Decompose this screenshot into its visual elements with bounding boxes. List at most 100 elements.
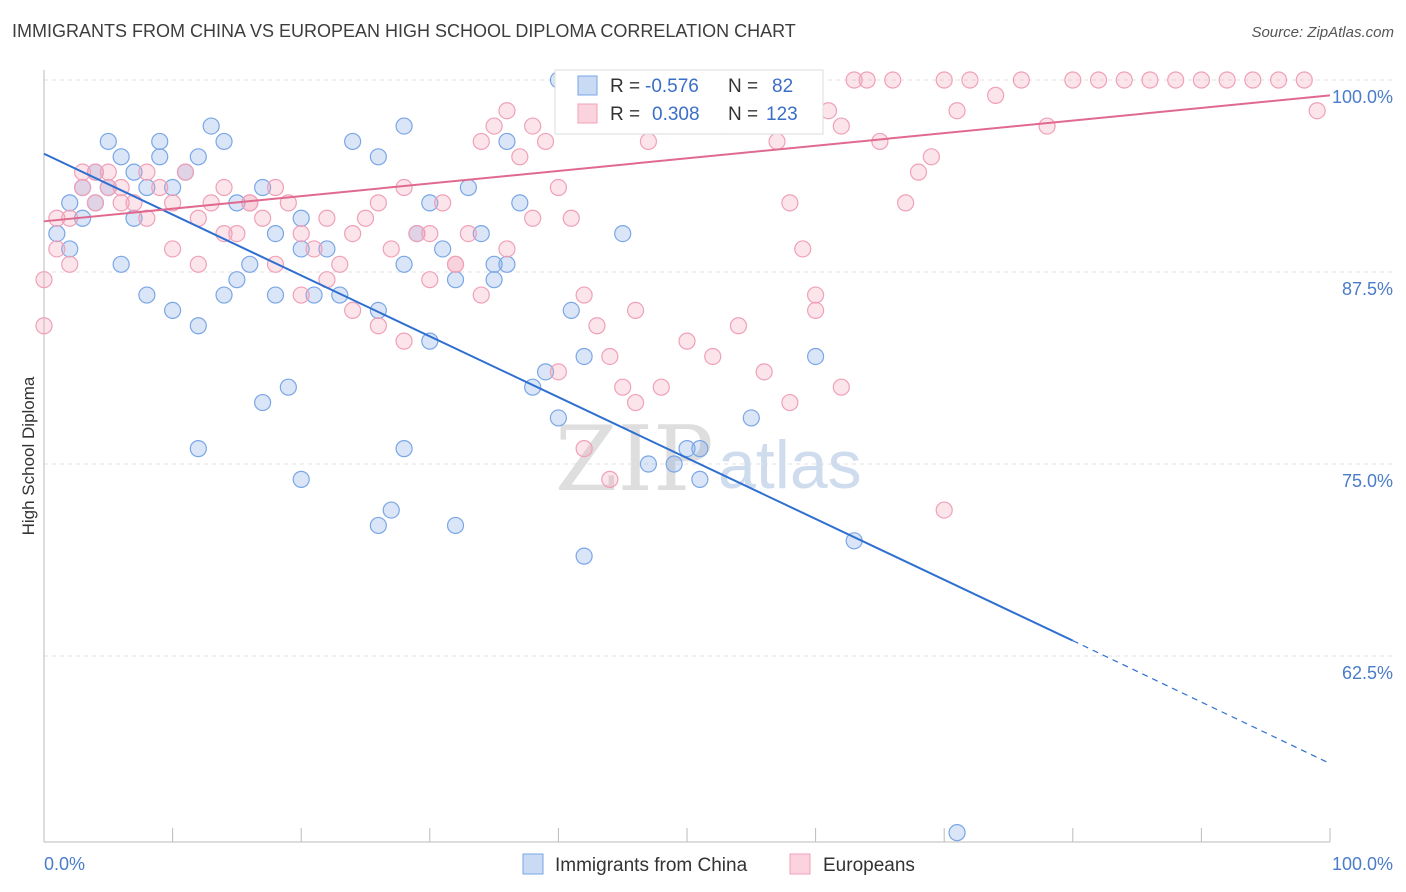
y-tick-label: 75.0% [1342, 471, 1393, 491]
europeans-point [421, 271, 439, 289]
china-point [228, 271, 246, 289]
europeans-point [35, 271, 53, 289]
europeans-point [652, 378, 670, 396]
china-point [189, 148, 207, 166]
europeans-point [1308, 102, 1326, 120]
legend-r-value-china: -0.576 [645, 76, 699, 97]
y-tick-label: 87.5% [1342, 279, 1393, 299]
europeans-point [806, 301, 825, 319]
europeans-point [768, 132, 786, 151]
europeans-point [331, 255, 349, 273]
china-point [138, 286, 156, 304]
china-point [125, 163, 143, 181]
china-point [138, 178, 156, 197]
china-point [421, 194, 439, 212]
series-legend-swatch-europeans [789, 853, 811, 875]
china-point [369, 148, 387, 166]
europeans-point [897, 194, 915, 212]
europeans-point [909, 163, 928, 181]
europeans-point [86, 194, 105, 212]
europeans-point [73, 178, 92, 197]
trend-lines [43, 94, 1331, 765]
europeans-point [395, 332, 413, 350]
europeans-point [459, 225, 477, 243]
china-point [292, 470, 310, 488]
europeans-point [446, 255, 465, 273]
watermark-atlas: atlas [718, 427, 862, 503]
europeans-point [961, 71, 979, 89]
china-point [498, 255, 516, 273]
europeans-point [189, 255, 207, 273]
europeans-point [1115, 71, 1133, 89]
china-point [369, 516, 387, 535]
china-point [344, 132, 362, 151]
china-point [215, 286, 233, 304]
europeans-point [1141, 71, 1159, 89]
europeans-point [215, 178, 233, 197]
china-point [549, 409, 568, 427]
china-point [99, 132, 117, 151]
europeans-point [305, 240, 323, 258]
europeans-point [35, 317, 53, 335]
europeans-point [781, 393, 799, 412]
europeans-point [1064, 71, 1082, 89]
china-point [305, 286, 323, 304]
china-point [292, 209, 310, 227]
europeans-point [524, 117, 542, 135]
legend-swatch-china [577, 75, 598, 96]
china-point [189, 317, 207, 335]
series-legend-label-europeans: Europeans [823, 855, 915, 876]
europeans-point [884, 71, 902, 89]
europeans-point [1167, 71, 1185, 89]
chart-title: IMMIGRANTS FROM CHINA VS EUROPEAN HIGH S… [12, 21, 796, 41]
china-point [189, 440, 207, 458]
china-point [742, 409, 760, 427]
legend-n-value-europeans: 123 [766, 104, 798, 125]
china-point [125, 209, 143, 227]
series-legend-label-china: Immigrants from China [555, 855, 748, 876]
europeans-point [1218, 71, 1236, 89]
china-point [446, 271, 465, 289]
europeans-point [254, 209, 272, 227]
y-tick-label: 100.0% [1332, 87, 1393, 107]
europeans-point [369, 194, 387, 212]
china-point [202, 117, 220, 135]
europeans-point [935, 71, 953, 89]
china-point [112, 255, 130, 273]
china-point [395, 117, 413, 135]
china-point [511, 194, 529, 212]
europeans-point [408, 225, 426, 243]
legend-n-label-europeans: N = [728, 104, 758, 125]
europeans-point [601, 347, 619, 366]
europeans-point [704, 347, 722, 366]
europeans-point [536, 132, 555, 151]
china-trend-line [43, 152, 1074, 642]
china-point [164, 178, 182, 197]
europeans-point [356, 209, 375, 227]
europeans-point [588, 317, 606, 335]
europeans-point [832, 378, 850, 396]
europeans-point [369, 317, 387, 335]
europeans-point [151, 178, 169, 197]
china-point [151, 132, 169, 151]
europeans-point [948, 102, 966, 120]
europeans-point [806, 286, 825, 304]
china-point [112, 148, 130, 166]
x-tick-label: 100.0% [1332, 854, 1393, 874]
europeans-point [845, 71, 863, 89]
europeans-point [511, 148, 529, 166]
legend-n-label-china: N = [728, 76, 758, 97]
china-point [266, 286, 285, 304]
europeans-point [292, 286, 310, 304]
china-point [459, 178, 477, 197]
europeans-point [176, 163, 195, 181]
europeans-point [292, 225, 310, 243]
europeans-point [434, 194, 452, 212]
stats-legend: R = -0.576 N = 82 R = 0.308 N = 123 [554, 69, 824, 135]
x-tick-label: 0.0% [44, 854, 85, 874]
europeans-point [472, 132, 490, 151]
china-point [331, 286, 349, 304]
watermark: ZIP atlas [555, 407, 862, 512]
china-point [292, 240, 310, 258]
europeans-point [99, 163, 117, 181]
